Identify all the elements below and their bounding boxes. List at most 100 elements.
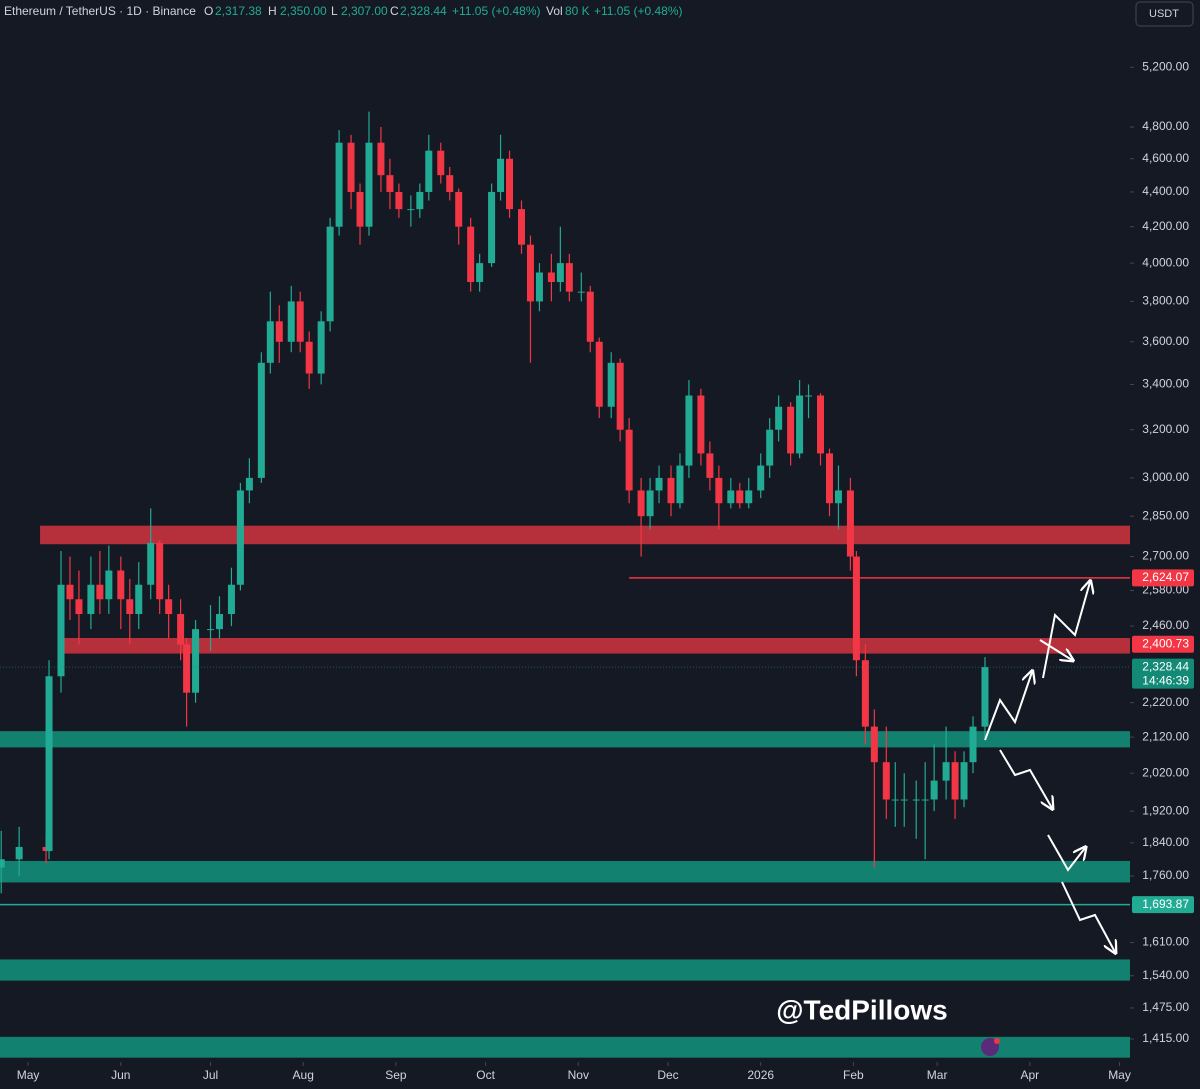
candle-body [825,453,833,504]
vol-change: +11.05 (+0.48%) [594,4,683,18]
candle-body [852,556,860,661]
candle-body [135,584,143,615]
x-tick-label: Nov [568,1068,589,1082]
candle-body [66,584,74,600]
arrow [1061,881,1115,952]
arrow [984,672,1032,741]
candle-body [547,272,555,283]
candle-body [446,175,454,192]
levels [0,577,1130,906]
candle-body [287,301,295,342]
candle-body [526,244,534,302]
y-tick-label: 2,220.00 [1142,695,1189,709]
candle-body [727,490,735,504]
candle-body [147,542,155,585]
zone [0,860,1130,883]
candle-body [846,490,854,557]
candle-body [616,362,624,430]
x-tick-label: May [1108,1068,1131,1082]
y-tick-label: 3,600.00 [1142,334,1189,348]
header: Ethereum / TetherUS · 1D · Binance O 2,3… [4,4,683,18]
vol-label: Vol [546,4,563,18]
h-label: H [268,4,277,18]
candle-body [236,490,244,585]
candle-body [407,209,415,211]
candle-body [245,477,253,491]
candle-body [766,429,774,466]
currency-button[interactable] [1135,1,1194,27]
y-tick-label: 4,800.00 [1142,119,1189,133]
y-tick-label: 2,700.00 [1142,549,1189,563]
candle-body [685,395,693,466]
y-tick-label: 2,460.00 [1142,618,1189,632]
candle-body [625,429,633,491]
candle-body [646,490,654,517]
c-value: 2,328.44 [400,4,447,18]
l-label: L [331,4,338,18]
candle-body [257,362,265,478]
o-value: 2,317.38 [215,4,262,18]
candle-body [870,726,878,763]
candle-body [335,142,343,227]
candle-body [126,599,134,615]
candle-body [775,406,783,430]
candle-body [192,629,200,693]
candle-body [757,465,765,491]
y-tick-label: 3,000.00 [1142,470,1189,484]
zone [0,1036,1130,1058]
candle-body [467,226,475,283]
candle-body [377,142,385,176]
candle-body [476,263,484,283]
candle-body [305,341,313,374]
x-tick-label: May [17,1068,40,1082]
currency[interactable]: USDT [1149,8,1179,20]
y-tick-label: 2,850.00 [1142,508,1189,522]
candle-body [921,799,929,801]
candle-body [900,799,908,801]
y-tick-label: 3,200.00 [1142,422,1189,436]
candle-body [386,175,394,192]
candle-body [637,490,645,517]
candle-body [960,762,968,800]
candle-body [177,614,185,645]
price-label-box [1132,635,1194,653]
vol-value: 80 K [565,4,590,18]
candle-body [951,762,959,800]
candle-body [969,726,977,763]
x-tick-label: Sep [385,1068,407,1082]
c-label: C [390,4,399,18]
candle-body [0,859,5,868]
candle-body [425,150,433,192]
zone [40,525,1130,545]
candle-body [437,150,445,176]
zone [0,731,1130,748]
price-label-box [1132,569,1194,587]
candle-body [706,453,714,478]
price-label: 2,328.44 [1142,659,1189,673]
candle-body [817,395,825,454]
candle-body [586,291,594,342]
candle-body [715,477,723,504]
y-tick-label: 1,610.00 [1142,935,1189,949]
x-tick-label: Jun [111,1068,130,1082]
axis: 5,200.00 4,800.00 4,600.00 4,400.00 4,200.00… [17,59,1194,1082]
price-label: 2,400.73 [1142,636,1189,650]
symbol: Ethereum / TetherUS · 1D · Binance [4,4,196,18]
y-tick-label: 4,200.00 [1142,219,1189,233]
price-label-box [1132,896,1194,914]
candle-body [165,599,173,615]
y-tick-label: 1,920.00 [1142,803,1189,817]
arrow [999,749,1052,808]
candle-body [57,584,65,677]
candle-body [697,395,705,454]
icon-dot [994,1038,1000,1044]
y-tick-label: 1,760.00 [1142,868,1189,882]
candle-body [787,406,795,454]
x-tick-label: Apr [1020,1068,1039,1082]
y-tick-label: 1,840.00 [1142,835,1189,849]
y-tick-label: 4,000.00 [1142,255,1189,269]
candle-body [565,263,573,292]
zone [58,637,1131,654]
